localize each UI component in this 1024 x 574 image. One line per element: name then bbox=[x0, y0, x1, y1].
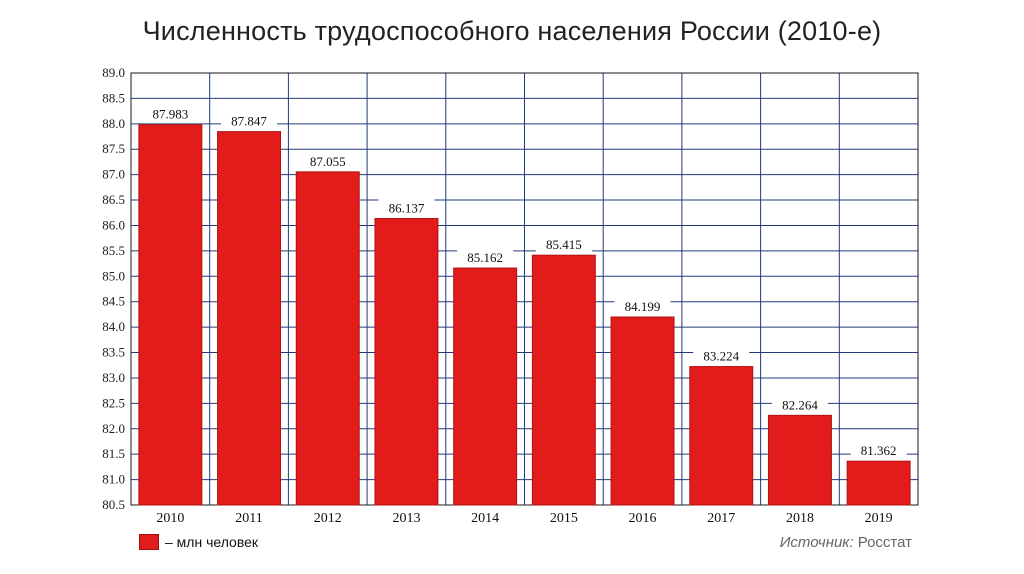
x-tick-label: 2011 bbox=[235, 511, 262, 526]
y-tick-label: 87.5 bbox=[102, 141, 125, 156]
value-label: 83.224 bbox=[703, 349, 739, 364]
value-label: 87.847 bbox=[231, 114, 267, 129]
y-tick-label: 89.0 bbox=[102, 65, 125, 80]
value-label: 87.055 bbox=[310, 154, 346, 169]
x-tick-label: 2014 bbox=[471, 511, 499, 526]
y-tick-label: 83.0 bbox=[102, 370, 125, 385]
bar bbox=[138, 124, 203, 506]
bar bbox=[767, 414, 832, 506]
value-label-bg bbox=[299, 152, 356, 169]
value-labels: 87.983 87.847 87.055 86.137 85.162 85.415 84.1… bbox=[142, 105, 907, 459]
value-label-bg bbox=[378, 199, 435, 216]
x-tick-label: 2017 bbox=[707, 511, 735, 526]
y-tick-label: 88.5 bbox=[102, 90, 125, 105]
value-label-bg bbox=[771, 396, 828, 413]
bar bbox=[453, 267, 518, 506]
x-tick-label: 2013 bbox=[392, 511, 420, 526]
value-label: 85.162 bbox=[467, 250, 503, 265]
bar bbox=[846, 460, 911, 506]
bar bbox=[610, 316, 675, 506]
legend-label: – млн человек bbox=[165, 534, 259, 550]
value-label-bg bbox=[850, 442, 907, 459]
y-tick-label: 82.0 bbox=[102, 421, 125, 436]
value-label-bg bbox=[693, 347, 750, 364]
y-tick-label: 86.0 bbox=[102, 217, 125, 232]
x-tick-label: 2010 bbox=[156, 511, 184, 526]
bar bbox=[374, 218, 439, 506]
y-tick-label: 80.5 bbox=[102, 497, 125, 512]
value-label: 85.415 bbox=[546, 237, 582, 252]
legend-swatch bbox=[139, 534, 159, 550]
value-label: 87.983 bbox=[152, 107, 188, 122]
bar bbox=[295, 171, 360, 506]
bar bbox=[217, 131, 282, 506]
y-tick-label: 84.0 bbox=[102, 319, 125, 334]
x-tick-label: 2019 bbox=[865, 511, 893, 526]
bar bbox=[689, 366, 754, 506]
x-tick-label: 2012 bbox=[314, 511, 342, 526]
y-tick-label: 85.0 bbox=[102, 268, 125, 283]
bars bbox=[138, 124, 911, 506]
x-tick-label: 2016 bbox=[629, 511, 657, 526]
value-label-bg bbox=[221, 112, 278, 129]
source-value: Росстат bbox=[857, 534, 912, 551]
x-axis-ticks: 2010 2011 2012 2013 2014 2015 2016 2017 2018 2019 bbox=[156, 511, 892, 526]
value-label-bg bbox=[142, 105, 199, 122]
y-tick-label: 81.5 bbox=[102, 446, 125, 461]
value-label: 81.362 bbox=[861, 443, 897, 458]
value-label: 84.199 bbox=[625, 299, 661, 314]
value-label: 86.137 bbox=[389, 201, 425, 216]
x-tick-label: 2015 bbox=[550, 511, 578, 526]
value-label-bg bbox=[457, 249, 514, 266]
y-tick-label: 88.0 bbox=[102, 116, 125, 131]
y-tick-label: 85.5 bbox=[102, 243, 125, 258]
source-label: Источник: bbox=[779, 534, 854, 551]
y-tick-label: 84.5 bbox=[102, 294, 125, 309]
axis-frame bbox=[130, 72, 919, 506]
y-tick-label: 86.5 bbox=[102, 192, 125, 207]
y-axis-ticks: 80.5 81.0 81.5 82.0 82.5 83.0 83.5 84.0 84.5 85.0… bbox=[102, 65, 125, 512]
value-label: 82.264 bbox=[782, 397, 818, 412]
value-label-bg bbox=[614, 298, 671, 315]
value-label-bg bbox=[535, 236, 592, 253]
y-tick-label: 82.5 bbox=[102, 395, 125, 410]
y-tick-label: 81.0 bbox=[102, 472, 125, 487]
legend: – млн человек bbox=[139, 534, 258, 550]
source-note: Источник: Росстат bbox=[780, 534, 912, 551]
x-tick-label: 2018 bbox=[786, 511, 814, 526]
bar bbox=[531, 254, 596, 506]
y-tick-label: 87.0 bbox=[102, 167, 125, 182]
y-tick-label: 83.5 bbox=[102, 345, 125, 360]
chart-title: Численность трудоспособного населения Ро… bbox=[142, 16, 882, 46]
